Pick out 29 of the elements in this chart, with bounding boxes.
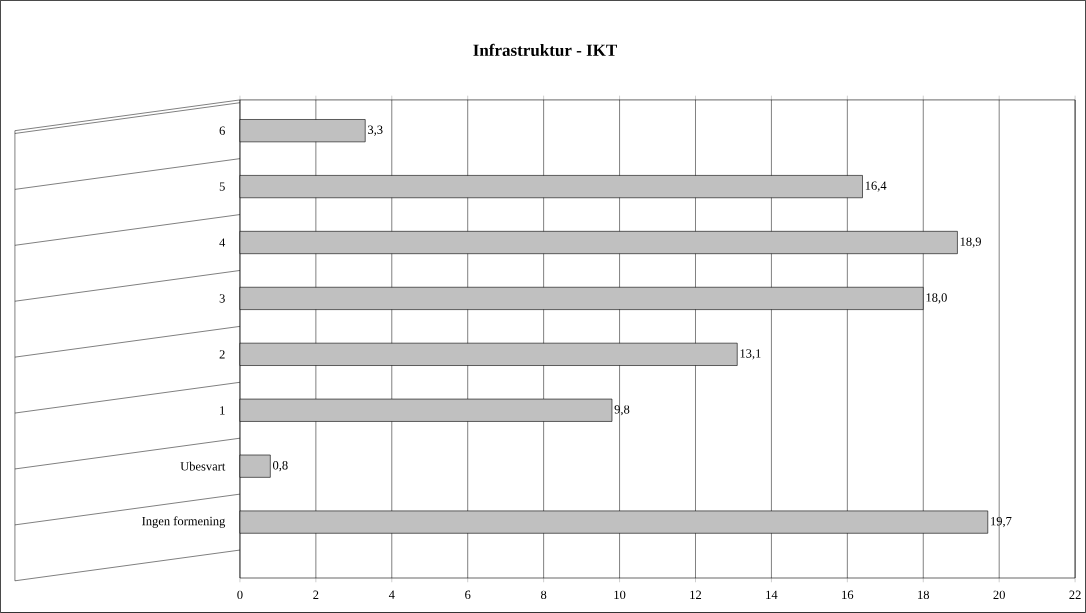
x-tick-label: 0 bbox=[237, 590, 243, 600]
y-tick-label: 3 bbox=[219, 294, 225, 303]
y-tick-label: Ubesvart bbox=[180, 461, 226, 471]
y-tick-label: Ingen formening bbox=[142, 516, 226, 528]
x-tick-label: 4 bbox=[388, 590, 395, 599]
x-tick-label: 12 bbox=[690, 590, 702, 599]
data-label: 3,3 bbox=[368, 125, 383, 136]
data-label: 13,1 bbox=[740, 349, 761, 360]
y-tick-label: 2 bbox=[219, 350, 225, 359]
data-label: 9,8 bbox=[614, 405, 630, 416]
data-label: 18,0 bbox=[926, 293, 947, 304]
x-tick-label: 10 bbox=[614, 590, 626, 600]
y-tick-label: 1 bbox=[220, 406, 225, 415]
x-tick-label: 18 bbox=[918, 590, 930, 600]
y-tick-label: 5 bbox=[219, 182, 225, 191]
x-tick-label: 16 bbox=[842, 590, 854, 600]
x-tick-label: 22 bbox=[1069, 590, 1081, 599]
x-tick-label: 6 bbox=[465, 590, 471, 600]
y-tick-label: 6 bbox=[219, 126, 225, 135]
x-tick-label: 20 bbox=[993, 590, 1005, 600]
data-label: 18,9 bbox=[960, 237, 981, 248]
y-tick-label: 4 bbox=[219, 238, 226, 247]
x-tick-label: 14 bbox=[766, 590, 778, 599]
data-label: 0,8 bbox=[272, 461, 288, 472]
x-tick-label: 8 bbox=[540, 590, 547, 600]
x-tick-label: 2 bbox=[313, 590, 319, 599]
chart-title: Infrastruktur - IKT bbox=[473, 43, 617, 57]
data-label: 16,4 bbox=[865, 181, 887, 192]
data-label: 19,7 bbox=[991, 517, 1012, 528]
